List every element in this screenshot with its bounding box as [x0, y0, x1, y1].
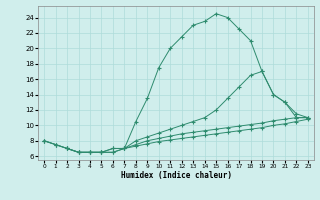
X-axis label: Humidex (Indice chaleur): Humidex (Indice chaleur)	[121, 171, 231, 180]
